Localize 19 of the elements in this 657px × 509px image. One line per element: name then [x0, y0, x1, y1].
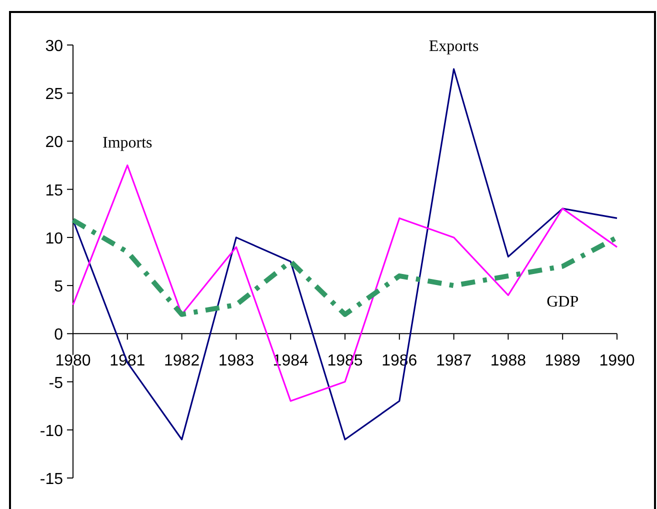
y-tick-label: 15	[45, 182, 64, 200]
x-tick-label: 1989	[544, 352, 580, 370]
x-tick-label: 1990	[599, 352, 635, 370]
series-label: Exports	[428, 38, 479, 56]
x-tick-label: 1983	[218, 352, 254, 370]
x-tick-label: 1988	[490, 352, 526, 370]
y-tick-label: -10	[40, 422, 64, 440]
y-tick-label: -5	[48, 374, 64, 392]
y-tick-label: 5	[54, 278, 64, 296]
series-label: GDP	[546, 293, 579, 310]
y-tick-label: -15	[40, 471, 64, 488]
x-tick-label: 1987	[436, 352, 472, 370]
y-tick-label: 30	[45, 38, 64, 55]
y-tick-label: 10	[45, 230, 64, 248]
x-tick-label: 1982	[164, 352, 200, 370]
y-tick-label: 0	[54, 326, 64, 344]
y-tick-label: 25	[45, 86, 64, 104]
y-tick-label: 20	[45, 134, 64, 152]
series-label: Imports	[102, 134, 152, 152]
